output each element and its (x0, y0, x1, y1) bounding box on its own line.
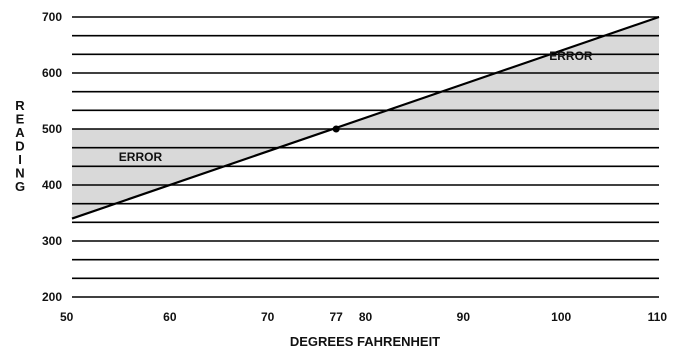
x-tick-label: 77 (329, 310, 343, 324)
x-tick-label: 50 (60, 310, 74, 324)
annotations: ERROR ERROR (119, 49, 593, 164)
x-axis-title: DEGREES FAHRENHEIT (290, 334, 440, 349)
series-layer (71, 15, 660, 220)
y-axis-title-letter: I (18, 152, 22, 167)
x-tick-label: 90 (457, 310, 471, 324)
y-tick-label: 400 (42, 178, 62, 192)
error-label: ERROR (119, 150, 163, 164)
x-tick-label: 60 (163, 310, 177, 324)
y-axis-title-letter: D (15, 139, 24, 154)
y-tick-label: 700 (42, 10, 62, 24)
y-tick-label: 200 (42, 290, 62, 304)
series-line (71, 15, 660, 220)
error-label: ERROR (549, 49, 593, 63)
y-tick-label: 300 (42, 234, 62, 248)
x-tick-label: 70 (261, 310, 275, 324)
x-tick-label: 110 (648, 310, 668, 324)
y-axis-title-letter: A (15, 125, 25, 140)
x-tick-label: 100 (551, 310, 571, 324)
x-tick-label: 80 (359, 310, 373, 324)
grid-lines (72, 16, 659, 298)
y-tick-label: 600 (42, 66, 62, 80)
y-axis-title-letter: G (15, 179, 25, 194)
reference-point (332, 125, 340, 133)
y-axis-title-letter: E (16, 112, 25, 127)
y-tick-label: 500 (42, 122, 62, 136)
tick-labels: 50 60 70 77 80 90 100 110 200 300 400 500 600 700 (42, 10, 667, 324)
y-axis-title-letter: R (15, 98, 25, 113)
y-axis-title-letter: N (15, 166, 24, 181)
